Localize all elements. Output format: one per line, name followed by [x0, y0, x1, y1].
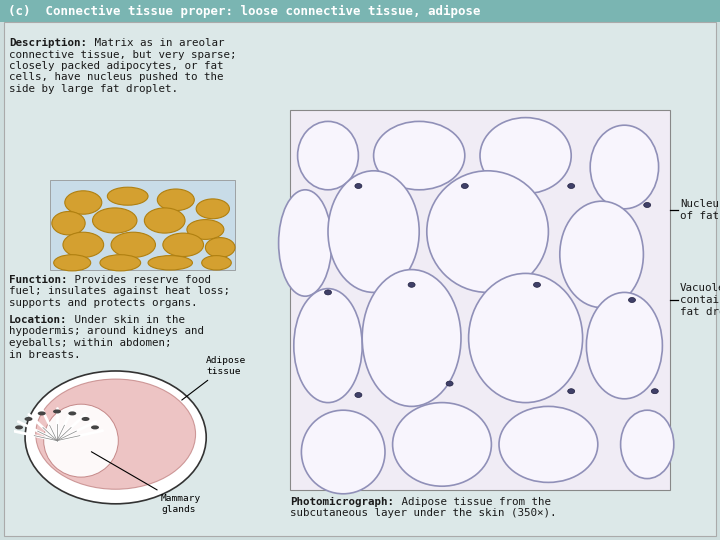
- Ellipse shape: [63, 232, 104, 258]
- Text: Matrix as in areolar: Matrix as in areolar: [88, 38, 224, 48]
- Ellipse shape: [499, 407, 598, 482]
- Ellipse shape: [567, 389, 575, 394]
- Bar: [50, 180, 235, 270]
- Ellipse shape: [91, 426, 99, 429]
- Ellipse shape: [44, 404, 118, 477]
- Ellipse shape: [65, 191, 102, 214]
- Text: cells, have nucleus pushed to the: cells, have nucleus pushed to the: [9, 72, 223, 83]
- Ellipse shape: [480, 118, 571, 194]
- Ellipse shape: [294, 288, 362, 403]
- Text: Mammary
glands: Mammary glands: [91, 452, 201, 514]
- Ellipse shape: [81, 417, 89, 421]
- Bar: [290, 110, 670, 490]
- Text: Function:: Function:: [9, 275, 68, 285]
- Ellipse shape: [652, 389, 658, 394]
- Ellipse shape: [144, 208, 185, 233]
- Text: Nucleus
of fat cell: Nucleus of fat cell: [680, 199, 720, 221]
- Ellipse shape: [157, 189, 194, 211]
- Ellipse shape: [392, 403, 491, 486]
- Text: Adipose
tissue: Adipose tissue: [181, 356, 246, 400]
- Ellipse shape: [328, 171, 419, 292]
- Ellipse shape: [68, 411, 76, 415]
- Ellipse shape: [15, 426, 23, 429]
- Text: Description:: Description:: [9, 38, 87, 48]
- Ellipse shape: [534, 282, 541, 287]
- Ellipse shape: [148, 255, 192, 270]
- Ellipse shape: [205, 238, 235, 258]
- Text: Location:: Location:: [9, 315, 68, 325]
- Bar: [0, 0, 720, 22]
- Ellipse shape: [408, 282, 415, 287]
- Ellipse shape: [586, 292, 662, 399]
- Ellipse shape: [53, 409, 61, 414]
- Text: subcutaneous layer under the skin (350×).: subcutaneous layer under the skin (350×)…: [290, 509, 557, 518]
- Text: (c)  Connective tissue proper: loose connective tissue, adipose: (c) Connective tissue proper: loose conn…: [8, 4, 480, 17]
- Ellipse shape: [560, 201, 644, 308]
- Ellipse shape: [54, 255, 91, 271]
- Text: eyeballs; within abdomen;: eyeballs; within abdomen;: [9, 338, 171, 348]
- Ellipse shape: [107, 187, 148, 205]
- Ellipse shape: [302, 410, 385, 494]
- Ellipse shape: [462, 184, 468, 188]
- Text: Photomicrograph:: Photomicrograph:: [290, 497, 394, 507]
- Text: closely packed adipocytes, or fat: closely packed adipocytes, or fat: [9, 61, 223, 71]
- Ellipse shape: [355, 393, 362, 397]
- Ellipse shape: [37, 411, 46, 415]
- Ellipse shape: [325, 290, 331, 295]
- Ellipse shape: [36, 379, 196, 489]
- Ellipse shape: [644, 202, 651, 207]
- Ellipse shape: [24, 417, 32, 421]
- Text: Under skin in the: Under skin in the: [68, 315, 185, 325]
- Ellipse shape: [196, 199, 230, 219]
- Ellipse shape: [590, 125, 659, 209]
- Ellipse shape: [567, 184, 575, 188]
- Text: Adipose tissue from the: Adipose tissue from the: [395, 497, 551, 507]
- Ellipse shape: [163, 233, 204, 256]
- Text: in breasts.: in breasts.: [9, 349, 81, 360]
- Text: hypodermis; around kidneys and: hypodermis; around kidneys and: [9, 327, 204, 336]
- Ellipse shape: [427, 171, 549, 292]
- Ellipse shape: [111, 232, 156, 258]
- Ellipse shape: [469, 273, 582, 403]
- Ellipse shape: [374, 122, 465, 190]
- Ellipse shape: [446, 381, 453, 386]
- Ellipse shape: [621, 410, 674, 478]
- Ellipse shape: [362, 269, 461, 407]
- Ellipse shape: [297, 122, 359, 190]
- Ellipse shape: [202, 255, 231, 270]
- Text: Vacuole
containing
fat droplet: Vacuole containing fat droplet: [680, 284, 720, 316]
- Ellipse shape: [629, 298, 636, 302]
- Ellipse shape: [355, 184, 362, 188]
- Ellipse shape: [279, 190, 332, 296]
- Ellipse shape: [25, 371, 206, 504]
- Ellipse shape: [100, 255, 140, 271]
- Ellipse shape: [52, 212, 85, 235]
- Ellipse shape: [187, 220, 224, 239]
- Text: supports and protects organs.: supports and protects organs.: [9, 298, 197, 308]
- Text: Provides reserve food: Provides reserve food: [68, 275, 211, 285]
- Ellipse shape: [93, 208, 137, 233]
- Text: fuel; insulates against heat loss;: fuel; insulates against heat loss;: [9, 287, 230, 296]
- Text: connective tissue, but very sparse;: connective tissue, but very sparse;: [9, 50, 236, 59]
- Text: side by large fat droplet.: side by large fat droplet.: [9, 84, 178, 94]
